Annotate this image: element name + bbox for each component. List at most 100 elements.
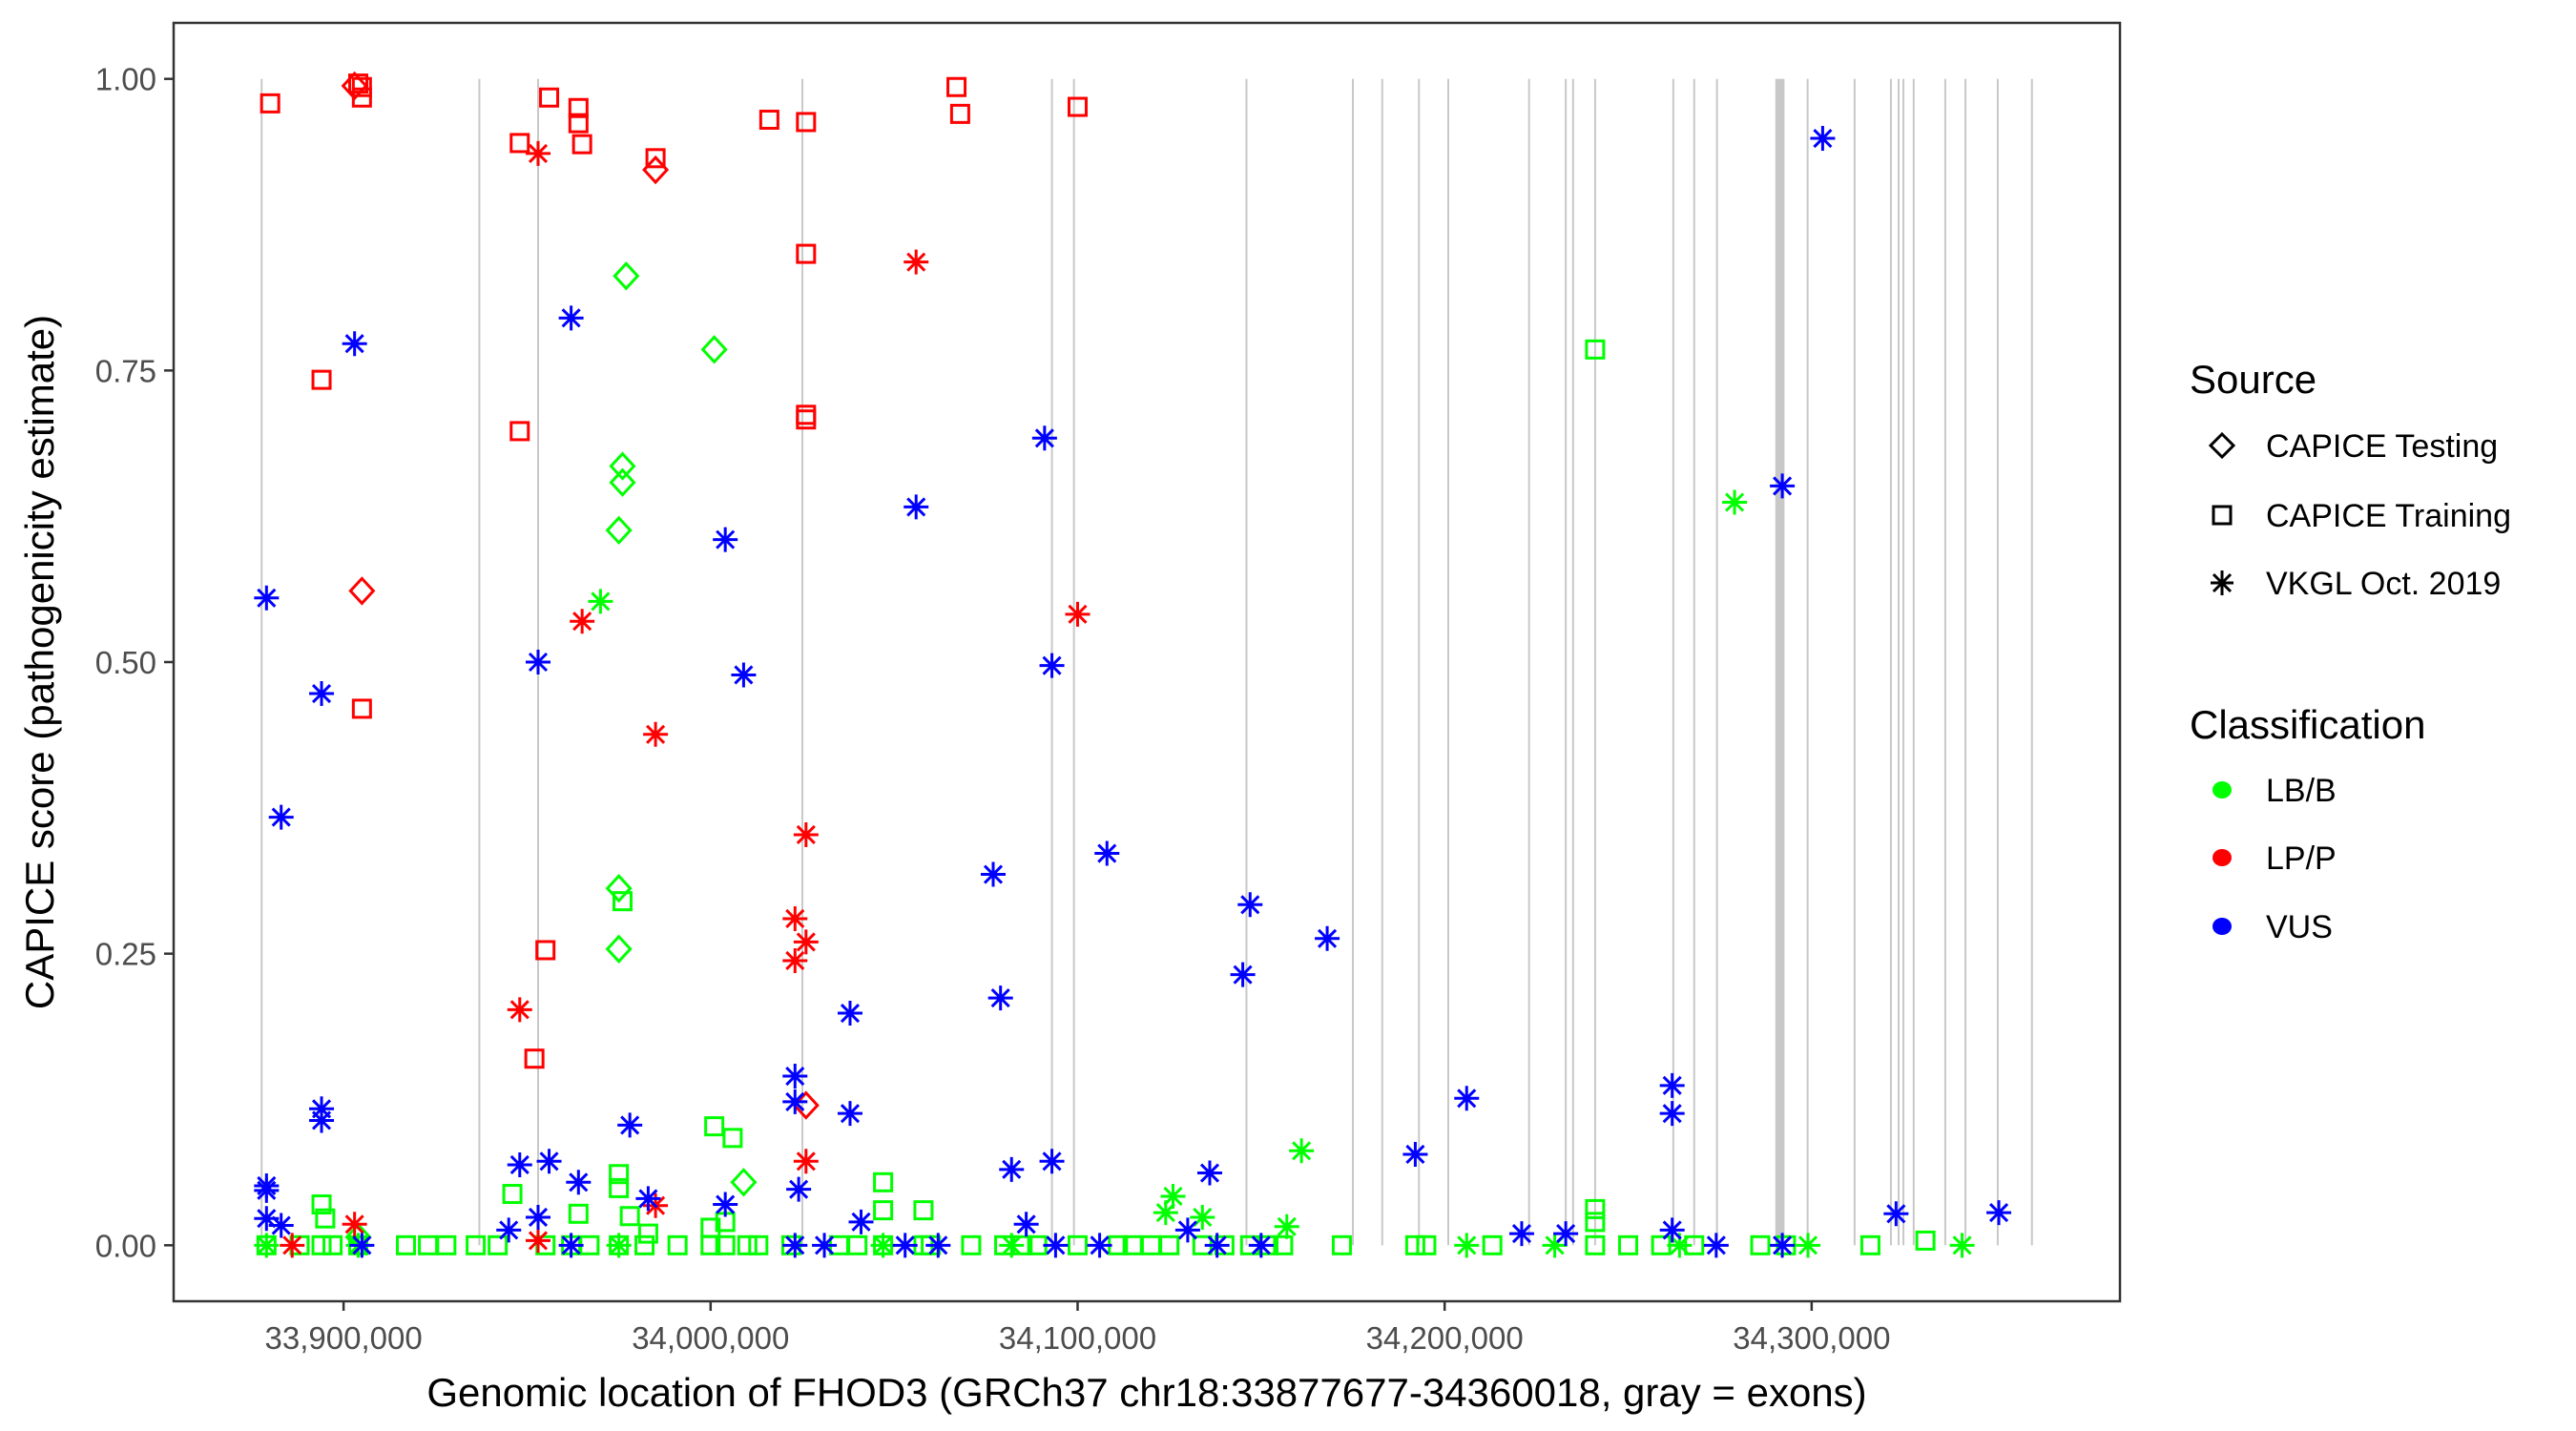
point-square: [1331, 1234, 1352, 1255]
exon-line: [1964, 78, 1967, 1246]
point-asterisk: [1043, 1233, 1069, 1258]
point-asterisk: [558, 1233, 584, 1258]
point-asterisk: [588, 589, 613, 614]
point-square: [524, 1048, 545, 1069]
point-asterisk: [782, 1089, 808, 1114]
exon-line: [1902, 78, 1905, 1246]
point-square: [322, 1234, 343, 1255]
point-asterisk: [1659, 1101, 1685, 1127]
point-square: [1915, 1230, 1936, 1251]
point-asterisk: [1190, 1204, 1215, 1230]
point-asterisk: [837, 1101, 862, 1127]
point-diamond: [730, 1168, 758, 1197]
point-asterisk: [892, 1233, 918, 1258]
point-asterisk: [1094, 840, 1120, 866]
point-square: [796, 112, 817, 133]
point-square: [796, 409, 817, 430]
point-asterisk: [1949, 1233, 1975, 1258]
legend-item-capice-testing: CAPICE Testing: [2208, 428, 2498, 465]
point-asterisk: [525, 1204, 551, 1230]
x-tick-label: 34,000,000: [632, 1320, 789, 1356]
point-square: [715, 1234, 736, 1255]
point-square: [796, 243, 817, 264]
exon-line: [260, 78, 263, 1246]
point-square: [436, 1234, 457, 1255]
legend-label: CAPICE Training: [2266, 498, 2511, 534]
point-square: [961, 1234, 982, 1255]
point-asterisk: [536, 1149, 562, 1174]
point-asterisk: [1542, 1233, 1568, 1258]
point-asterisk: [1087, 1233, 1112, 1258]
point-square: [509, 421, 530, 442]
point-square: [700, 1234, 721, 1255]
exon-line: [1898, 78, 1901, 1246]
point-diamond: [642, 155, 670, 185]
point-square: [1067, 96, 1088, 117]
exon-line: [800, 78, 803, 1246]
point-asterisk: [1883, 1201, 1909, 1227]
point-asterisk: [1659, 1072, 1685, 1098]
point-square: [847, 1234, 868, 1255]
point-square: [1585, 1212, 1606, 1233]
point-asterisk: [1289, 1138, 1315, 1164]
point-square: [539, 87, 560, 108]
point-square: [1585, 1234, 1606, 1255]
point-asterisk: [1013, 1212, 1039, 1237]
point-square: [571, 134, 592, 155]
point-square: [568, 97, 589, 118]
point-asterisk: [507, 1151, 532, 1177]
point-asterisk: [254, 1233, 280, 1258]
exon-line: [1352, 78, 1355, 1246]
point-square: [1067, 1234, 1088, 1255]
exon-line: [1996, 78, 1999, 1246]
point-asterisk: [1659, 1217, 1685, 1243]
point-square: [946, 76, 967, 97]
legend-classification-title: Classification: [2190, 702, 2425, 747]
exon-line: [1381, 78, 1383, 1246]
point-asterisk: [342, 331, 367, 357]
point-square: [1750, 1234, 1771, 1255]
point-square: [913, 1200, 934, 1221]
exon-line: [2030, 78, 2033, 1246]
point-square: [260, 93, 280, 114]
point-square: [748, 1234, 769, 1255]
point-asterisk: [1174, 1217, 1200, 1243]
red-dot-icon: [2212, 849, 2232, 866]
legend-label: VKGL Oct. 2019: [2266, 566, 2501, 602]
point-square: [722, 1128, 743, 1149]
exon-line: [1693, 78, 1695, 1246]
point-square: [1273, 1234, 1294, 1255]
point-diamond: [613, 261, 640, 291]
point-diamond: [609, 467, 636, 497]
point-asterisk: [1196, 1160, 1222, 1186]
point-asterisk: [1160, 1183, 1186, 1209]
point-diamond: [605, 873, 633, 903]
point-square: [535, 940, 556, 961]
point-asterisk: [1237, 892, 1263, 918]
point-asterisk: [496, 1217, 522, 1243]
legend-item-capice-training: CAPICE Training: [2212, 498, 2511, 534]
exon-line: [1245, 78, 1248, 1246]
point-square: [311, 369, 332, 390]
point-asterisk: [1810, 126, 1836, 152]
point-asterisk: [904, 494, 929, 520]
point-square: [609, 1164, 630, 1185]
point-asterisk: [925, 1233, 951, 1258]
point-square: [1159, 1234, 1180, 1255]
exon-line: [1912, 78, 1915, 1246]
point-asterisk: [606, 1233, 632, 1258]
point-asterisk: [793, 1149, 819, 1174]
point-diamond: [605, 934, 633, 964]
point-asterisk: [525, 140, 551, 166]
point-square: [737, 1234, 758, 1255]
point-square: [704, 1116, 725, 1137]
data-points: [254, 71, 2012, 1258]
point-asterisk: [793, 821, 819, 847]
x-tick-label: 33,900,000: [265, 1320, 423, 1356]
point-asterisk: [782, 905, 808, 931]
point-square: [619, 1206, 640, 1227]
exon-line: [1889, 78, 1892, 1246]
point-square: [488, 1234, 509, 1255]
point-square: [568, 1203, 589, 1224]
